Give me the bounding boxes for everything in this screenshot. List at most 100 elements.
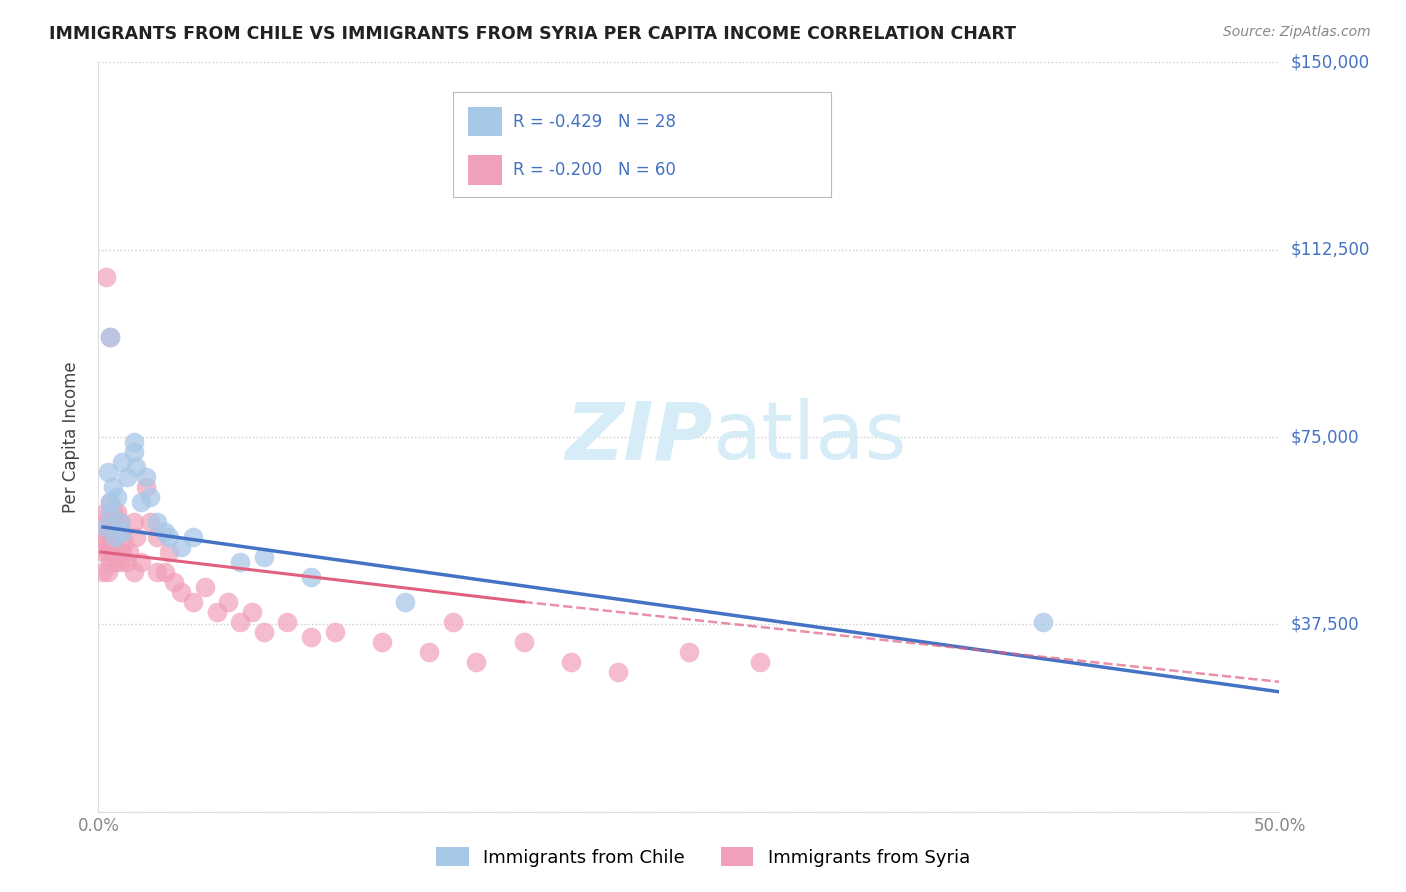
Point [122, 445, 145, 459]
Point [98, 555, 121, 569]
Point [153, 565, 176, 579]
Point [146, 530, 169, 544]
Point [105, 505, 128, 519]
Text: atlas: atlas [713, 398, 907, 476]
Point [194, 580, 217, 594]
Point [104, 530, 127, 544]
Point [98, 330, 121, 344]
Point [98, 330, 121, 344]
Point [205, 605, 228, 619]
Point [108, 515, 131, 529]
Point [418, 645, 440, 659]
Point [560, 655, 582, 669]
Point [371, 635, 394, 649]
Point [122, 515, 145, 529]
Text: $37,500: $37,500 [1291, 615, 1360, 633]
Point [112, 535, 135, 549]
Point [217, 595, 239, 609]
Point [146, 515, 169, 529]
Point [105, 545, 128, 559]
Point [118, 545, 141, 559]
Point [111, 524, 134, 539]
Text: $75,000: $75,000 [1291, 428, 1360, 446]
Text: ZIP: ZIP [565, 398, 713, 476]
Point [163, 574, 186, 589]
Point [101, 545, 124, 559]
Point [229, 555, 252, 569]
Text: Source: ZipAtlas.com: Source: ZipAtlas.com [1223, 25, 1371, 39]
Point [229, 615, 252, 629]
Point [299, 630, 322, 644]
Point [122, 565, 145, 579]
Point [111, 455, 134, 469]
Point [170, 540, 193, 554]
Point [98, 535, 121, 549]
Point [108, 515, 131, 529]
Point [139, 490, 162, 504]
Point [104, 555, 127, 569]
Point [441, 615, 464, 629]
Point [101, 480, 124, 494]
Point [748, 655, 770, 669]
Point [111, 524, 134, 539]
Point [101, 505, 124, 519]
Point [125, 460, 148, 475]
Point [115, 470, 138, 484]
Point [122, 435, 145, 450]
Point [129, 495, 152, 509]
Point [97, 524, 120, 539]
Point [135, 470, 157, 484]
Text: $112,500: $112,500 [1291, 241, 1369, 259]
Point [465, 655, 488, 669]
Point [607, 665, 630, 679]
Point [98, 495, 121, 509]
Point [111, 545, 134, 559]
Point [129, 555, 152, 569]
Point [512, 635, 534, 649]
Point [98, 495, 121, 509]
Point [323, 624, 346, 639]
Point [91, 565, 114, 579]
Point [98, 505, 121, 519]
Point [253, 549, 276, 564]
Text: IMMIGRANTS FROM CHILE VS IMMIGRANTS FROM SYRIA PER CAPITA INCOME CORRELATION CHA: IMMIGRANTS FROM CHILE VS IMMIGRANTS FROM… [49, 25, 1017, 43]
Point [181, 530, 204, 544]
Point [157, 545, 180, 559]
Point [253, 624, 276, 639]
Point [181, 595, 204, 609]
Y-axis label: Per Capita Income: Per Capita Income [62, 361, 80, 513]
Point [153, 524, 176, 539]
Point [91, 545, 114, 559]
Point [678, 645, 700, 659]
Point [97, 465, 120, 479]
Point [170, 585, 193, 599]
Point [240, 605, 263, 619]
Legend: Immigrants from Chile, Immigrants from Syria: Immigrants from Chile, Immigrants from S… [429, 840, 977, 874]
Point [105, 524, 128, 539]
Point [157, 530, 180, 544]
Point [135, 480, 157, 494]
Point [394, 595, 416, 609]
Point [98, 515, 121, 529]
Point [104, 515, 127, 529]
Point [94, 270, 117, 285]
Point [146, 565, 169, 579]
Point [94, 535, 117, 549]
Point [90, 530, 112, 544]
Text: $150,000: $150,000 [1291, 54, 1369, 71]
Point [115, 555, 138, 569]
Point [108, 555, 131, 569]
Point [104, 535, 127, 549]
Point [97, 565, 120, 579]
Point [105, 490, 128, 504]
Point [139, 515, 162, 529]
Point [276, 615, 298, 629]
Point [94, 505, 117, 519]
Point [97, 545, 120, 559]
Point [1032, 615, 1054, 629]
Point [299, 570, 322, 584]
Point [101, 524, 124, 539]
Point [125, 530, 148, 544]
Point [94, 515, 117, 529]
Point [94, 520, 117, 534]
